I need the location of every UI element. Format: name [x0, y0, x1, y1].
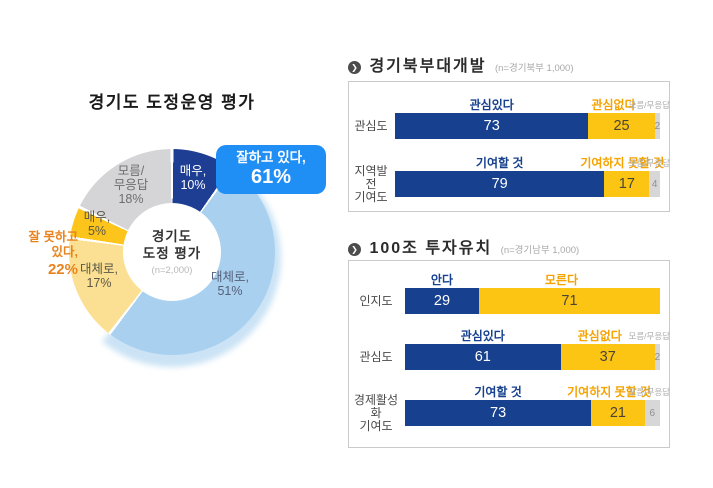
donut-segment-label-somewhat-bad: 대체로, 17% [80, 262, 118, 290]
bar-header-line: 기여할 것 기여하지 못할 것 모름/무응답 [395, 154, 670, 170]
dontknow-header: 모름/무응답 [628, 100, 670, 110]
bar-header-line: 기여할 것 기여하지 못할 것 모름/무응답 [405, 383, 670, 399]
donut-segment-label-dontknow: 모름/ 무응답 18% [113, 164, 149, 206]
stacked-bar: 73 21 6 [405, 400, 660, 426]
section-bullet-icon: ❯ [348, 61, 361, 74]
bar-segment-negative: 17 [604, 171, 650, 197]
negative-header: 기여하지 못할 것 [567, 385, 652, 399]
negative-header: 모른다 [544, 273, 579, 287]
stacked-bar: 79 17 4 [395, 171, 660, 197]
bar-header-line: 관심있다 관심없다 모름/무응답 [395, 96, 670, 112]
row-label: 관심도 [359, 349, 393, 364]
donut-segment-label-very-good: 매우, 10% [179, 164, 207, 192]
negative-header: 관심없다 [577, 329, 622, 343]
bar-segment-positive: 73 [395, 113, 589, 139]
bar-segment-positive: 73 [405, 400, 592, 426]
positive-header: 관심있다 [469, 98, 514, 112]
bar-segment-negative: 25 [588, 113, 655, 139]
donut-segment-label-somewhat-good: 대체로, 51% [211, 270, 249, 298]
section-bullet-icon: ❯ [348, 243, 361, 256]
bar-row-interest: 관심도 관심있다 관심없다 모름/무응답 61 37 2 [349, 327, 670, 371]
dontknow-header: 모름/무응답 [628, 158, 670, 168]
bar-segment-dontknow: 6 [644, 400, 660, 426]
donut-center-label: 경기도 도정 평가 (n=2,000) [123, 203, 221, 301]
stacked-bar: 73 25 2 [395, 113, 660, 139]
section-title: 100조 투자유치 [369, 240, 493, 257]
section-sample-size: (n=경기북부 1,000) [494, 63, 574, 74]
bar-segment-negative: 21 [591, 400, 645, 426]
row-label: 경제활성화 기여도 [353, 392, 399, 433]
row-label: 인지도 [359, 293, 393, 308]
positive-header: 기여할 것 [475, 156, 524, 170]
positive-header: 관심있다 [460, 329, 505, 343]
bar-segment-positive: 29 [405, 288, 479, 314]
stacked-bar: 29 71 [405, 288, 660, 314]
section-header-investment: ❯ 100조 투자유치 (n=경기남부 1,000) [348, 234, 579, 257]
bar-segment-dontknow: 2 [655, 344, 660, 370]
bar-segment-dontknow: 4 [649, 171, 660, 197]
bar-header-line: 안다 모른다 [405, 271, 660, 287]
bar-segment-negative: 71 [478, 288, 660, 314]
section-sample-size: (n=경기남부 1,000) [500, 245, 580, 256]
bar-row-economy-contribution: 경제활성화 기여도 기여할 것 기여하지 못할 것 모름/무응답 73 21 6 [349, 383, 670, 433]
bar-row-interest: 관심도 관심있다 관심없다 모름/무응답 73 25 2 [349, 96, 670, 140]
bar-segment-positive: 79 [395, 171, 605, 197]
negative-callout-label: 잘 못하고 있다, 22% [28, 230, 78, 278]
bar-segment-dontknow: 2 [655, 113, 660, 139]
donut-segment-label-very-bad: 매우, 5% [83, 210, 111, 238]
negative-header: 관심없다 [591, 98, 636, 112]
section-header-north: ❯ 경기북부대개발 (n=경기북부 1,000) [348, 52, 573, 75]
positive-callout-badge: 잘하고 있다, 61% [216, 145, 326, 194]
bar-segment-positive: 61 [405, 344, 561, 370]
bar-row-awareness: 인지도 안다 모른다 29 71 [349, 271, 669, 315]
bar-row-contribution: 지역발전 기여도 기여할 것 기여하지 못할 것 모름/무응답 79 17 4 [349, 154, 670, 204]
positive-header: 기여할 것 [474, 385, 522, 399]
negative-header: 기여하지 못할 것 [580, 156, 665, 170]
bar-panel-north-development: 관심도 관심있다 관심없다 모름/무응답 73 25 2 지역발전 기여도 기여… [348, 81, 670, 212]
stacked-bar: 61 37 2 [405, 344, 660, 370]
donut-chart-title: 경기도 도정운영 평가 [88, 93, 256, 112]
section-title: 경기북부대개발 [369, 58, 487, 75]
bar-segment-negative: 37 [560, 344, 655, 370]
bar-header-line: 관심있다 관심없다 모름/무응답 [405, 327, 670, 343]
row-label: 관심도 [354, 118, 388, 133]
dontknow-header: 모름/무응답 [628, 331, 670, 341]
dontknow-header: 모름/무응답 [628, 387, 670, 397]
bar-panel-investment: 인지도 안다 모른다 29 71 관심도 관심있다 관심없다 모름/무응답 61 [348, 260, 670, 448]
positive-header: 안다 [430, 273, 454, 287]
sample-size-note: (n=2,000) [151, 265, 193, 276]
row-label: 지역발전 기여도 [354, 163, 388, 204]
